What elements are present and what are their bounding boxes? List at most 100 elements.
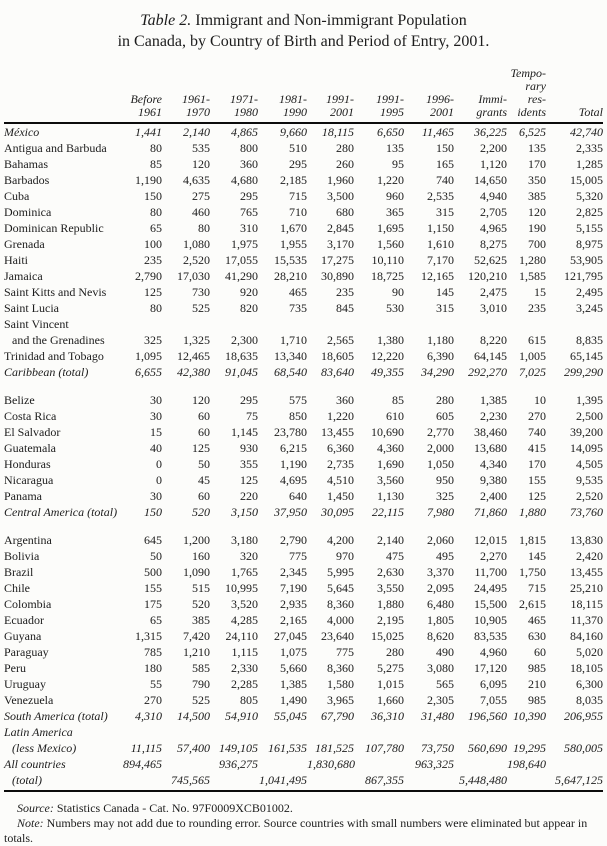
value-cell: 30: [150, 393, 162, 407]
value-cell: 5,275: [377, 661, 404, 675]
value-cell: 785: [144, 645, 162, 659]
value-cell: 7,025: [519, 365, 546, 379]
value-cell: 18,115: [570, 597, 603, 611]
row-label: Dominica: [4, 205, 52, 219]
table-row: El Salvador 15 60 1,145 23,780 13,455 10,690 2,…: [4, 424, 603, 440]
value-cell: 280: [386, 645, 404, 659]
value-cell: 1,315: [135, 629, 162, 643]
value-cell: 805: [240, 693, 258, 707]
value-cell: 18,605: [321, 349, 354, 363]
value-cell: 80: [150, 301, 162, 315]
value-cell: 12,465: [177, 349, 210, 363]
table-body: México 1,441 2,140 4,865 9,660 18,115 6,650 11,…: [4, 123, 603, 792]
value-cell: 365: [386, 205, 404, 219]
row-label: Honduras: [4, 457, 51, 471]
value-cell: 1,200: [183, 533, 210, 547]
row-label: Caribbean (total): [4, 365, 89, 379]
row-label: Latin America: [4, 725, 73, 739]
value-cell: [354, 756, 404, 772]
footnotes: Source: Statistics Canada - Cat. No. 97F…: [4, 801, 603, 846]
title-line-2: in Canada, by Country of Birth and Perio…: [117, 33, 490, 50]
value-cell: 10,690: [371, 425, 404, 439]
value-cell: 2,615: [519, 597, 546, 611]
value-cell: 1,385: [280, 677, 307, 691]
value-cell: 850: [289, 409, 307, 423]
value-cell: 15: [534, 285, 546, 299]
value-cell: 8,220: [480, 333, 507, 347]
table-row: Dominica 80 460 765 710 680 365 315 2,705 120 2,82…: [4, 204, 603, 220]
value-cell: 2,140: [377, 533, 404, 547]
value-cell: 6,360: [327, 441, 354, 455]
value-cell: 950: [436, 473, 454, 487]
table-row: Haiti 235 2,520 17,055 15,535 17,275 10,110 7,1…: [4, 252, 603, 268]
value-cell: 2,825: [576, 205, 603, 219]
value-cell: 2,000: [427, 441, 454, 455]
value-cell: 350: [528, 173, 546, 187]
value-cell: 50: [150, 549, 162, 563]
value-cell: 73,750: [421, 741, 454, 755]
table-row: Saint Kitts and Nevis 125 730 920 465 235 90 14…: [4, 284, 603, 300]
value-cell: 740: [528, 425, 546, 439]
value-cell: 2,165: [280, 613, 307, 627]
value-cell: 6,525: [519, 125, 546, 139]
column-header: 1961- 1970: [162, 55, 210, 124]
value-cell: 1,005: [519, 349, 546, 363]
value-cell: 765: [240, 205, 258, 219]
value-cell: 196,560: [468, 709, 507, 723]
note-label: Note:: [17, 816, 44, 830]
row-label: Venezuela: [4, 693, 54, 707]
value-cell: 1,080: [183, 237, 210, 251]
value-cell: [546, 724, 603, 740]
value-cell: 4,965: [480, 221, 507, 235]
value-cell: 960: [386, 189, 404, 203]
value-cell: 1,280: [519, 253, 546, 267]
spacer-cell: [4, 520, 603, 532]
row-label: Saint Kitts and Nevis: [4, 285, 107, 299]
value-cell: 30,890: [321, 269, 354, 283]
column-header: 1981- 1990: [258, 55, 307, 124]
value-cell: 930: [240, 441, 258, 455]
value-cell: 4,285: [231, 613, 258, 627]
value-cell: 1,610: [427, 237, 454, 251]
value-cell: 1,960: [327, 173, 354, 187]
column-header: 1996- 2001: [404, 55, 454, 124]
value-cell: [454, 316, 507, 332]
value-cell: 75: [246, 409, 258, 423]
value-cell: 820: [240, 301, 258, 315]
row-label: México: [4, 125, 40, 139]
value-cell: 1,220: [377, 173, 404, 187]
value-cell: 10,390: [513, 709, 546, 723]
value-cell: 845: [336, 301, 354, 315]
table-row: All countries 894,465 936,275 1,830,680 963,…: [4, 756, 603, 772]
value-cell: 25,210: [570, 581, 603, 595]
value-cell: 385: [528, 189, 546, 203]
value-cell: 34,290: [421, 365, 454, 379]
value-cell: 8,620: [427, 629, 454, 643]
value-cell: [258, 724, 307, 740]
value-cell: [162, 756, 210, 772]
row-label: (less Mexico): [12, 741, 77, 755]
value-cell: 17,275: [321, 253, 354, 267]
table-row: Chile 155 515 10,995 7,190 5,645 3,550 2,095 24,…: [4, 580, 603, 596]
value-cell: 4,360: [377, 441, 404, 455]
row-label: Dominican Republic: [4, 221, 104, 235]
value-cell: 6,655: [135, 365, 162, 379]
value-cell: 4,635: [183, 173, 210, 187]
value-cell: 1,585: [519, 269, 546, 283]
value-cell: [210, 772, 258, 792]
value-cell: 150: [436, 141, 454, 155]
value-cell: 1,660: [377, 693, 404, 707]
table-row: Argentina 645 1,200 3,180 2,790 4,200 2,140 2,0…: [4, 532, 603, 548]
value-cell: 150: [144, 189, 162, 203]
value-cell: 30: [150, 409, 162, 423]
value-cell: 520: [192, 597, 210, 611]
value-cell: 295: [240, 189, 258, 203]
value-cell: 2,630: [377, 565, 404, 579]
value-cell: 235: [144, 253, 162, 267]
row-label: Nicaragua: [4, 473, 54, 487]
value-cell: 83,535: [474, 629, 507, 643]
value-cell: 100: [144, 237, 162, 251]
row-label: Argentina: [4, 533, 52, 547]
value-cell: 790: [192, 677, 210, 691]
value-cell: 1,695: [377, 221, 404, 235]
